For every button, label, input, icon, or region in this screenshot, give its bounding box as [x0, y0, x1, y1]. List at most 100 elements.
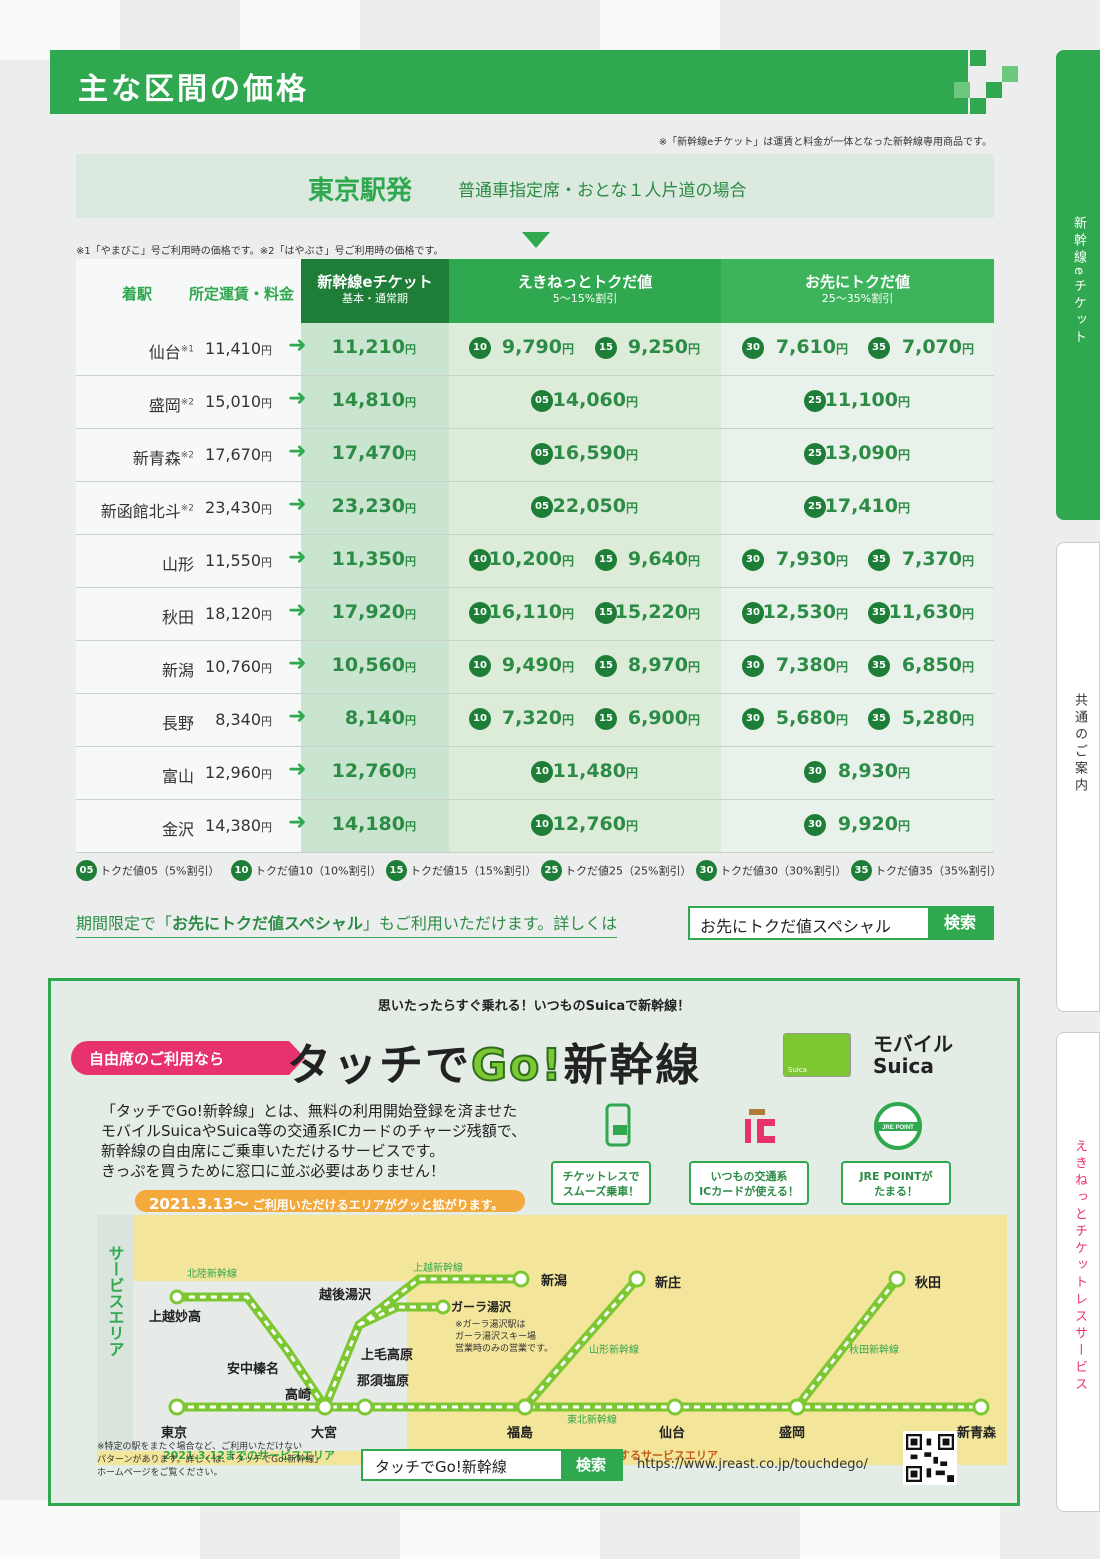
discount-badge: 25 [804, 390, 826, 412]
origin-band: 東京駅発 普通車指定席・おとな１人片道の場合 [76, 154, 994, 218]
table-row: 秋田 18,120円 ➜ 17,920円 10 16,110円 15 15,220円 30 12,… [76, 588, 994, 641]
tab-ticketless[interactable]: えきねっとチケットレスサービス [1056, 1032, 1100, 1512]
discount-badge: 15 [595, 337, 617, 359]
eticket-price: 14,180円 [331, 813, 416, 835]
area-date: 2021.3.13～ [149, 1195, 249, 1213]
special-search-box[interactable]: お先にトクだ値スペシャル 検索 [688, 906, 994, 940]
discount-badge: 10 [469, 655, 491, 677]
legend-item: 05 トクだ値05（5%割引） [76, 860, 219, 881]
discount-price: 9,790円 [501, 336, 574, 358]
qr-code-icon[interactable] [903, 1431, 957, 1485]
footnote-line: パターンがあります。詳しくは、「タッチでGo!新幹線」 [97, 1455, 324, 1465]
price-table: 着駅 所定運賃・料金 新幹線eチケット 基本・通常期 えきねっとトクだ値 5～1… [76, 259, 994, 853]
legend-label: トクだ値35（35%割引） [875, 864, 1002, 878]
tab-ticketless-label[interactable]: えきねっとチケットレスサービス [1072, 1139, 1087, 1394]
discount-badge: 30 [742, 602, 764, 624]
header-eticket-sub: 基本・通常期 [342, 292, 408, 305]
arrow-right-icon: ➜ [288, 492, 307, 517]
discount-price: 7,320円 [501, 707, 574, 729]
standard-fare: 11,550円 [205, 551, 272, 570]
tab-eticket[interactable]: 新幹線eチケット [1056, 50, 1100, 520]
standard-fare: 12,960円 [205, 763, 272, 782]
discount-badge: 30 [804, 814, 826, 836]
feature-ic-card: いつもの交通系 ICカードが使える！ [689, 1161, 809, 1205]
discount-badge: 25 [804, 496, 826, 518]
origin-title: 東京駅発 [308, 176, 413, 206]
touch-url-link[interactable]: https://www.jreast.co.jp/touchdego/ [637, 1457, 868, 1472]
header-station: 着駅 [122, 285, 153, 303]
station-name: 盛岡※2 [148, 396, 194, 415]
header-tokuda-sub: 5～15%割引 [552, 292, 618, 305]
eticket-column [301, 323, 449, 853]
down-triangle-icon [522, 232, 550, 248]
station-label: 大宮 [311, 1425, 337, 1441]
arrow-right-icon: ➜ [288, 810, 307, 835]
station-name: 長野 [161, 714, 194, 733]
free-seat-pill: 自由席のご利用なら [71, 1041, 305, 1075]
page-header: 主な区間の価格 [50, 50, 968, 114]
header-tokuda: えきねっとトクだ値 5～15%割引 [449, 259, 721, 323]
tab-common[interactable]: 共通のご案内 [1056, 542, 1100, 1012]
table-row: 新青森※2 17,670円 ➜ 17,470円 05 16,590円 25 13,090円 [76, 429, 994, 482]
footnote-line: ※特定の駅をまたぐ場合など、ご利用いただけない [97, 1442, 303, 1452]
footnote-line: ホームページをご覧ください。 [97, 1468, 223, 1478]
rail-dash [177, 1277, 981, 1409]
station-label: 盛岡 [779, 1425, 805, 1441]
eticket-price: 12,760円 [331, 760, 416, 782]
table-row: 盛岡※2 15,010円 ➜ 14,810円 05 14,060円 25 11,100円 [76, 376, 994, 429]
table-row: 富山 12,960円 ➜ 12,760円 10 11,480円 30 8,930円 [76, 747, 994, 800]
table-row: 新函館北斗※2 23,430円 ➜ 23,230円 05 22,050円 25 17,410円 [76, 482, 994, 535]
area-text: ご利用いただけるエリアがグッと拡がります。 [252, 1198, 504, 1212]
discount-badge: 05 [531, 390, 553, 412]
special-search-button[interactable]: 検索 [928, 908, 992, 938]
desc-line: きっぷを買うために窓口に並ぶ必要はありません！ [101, 1162, 445, 1180]
special-search-query[interactable]: お先にトクだ値スペシャル [700, 917, 891, 936]
suica-card-label: Suica [788, 1066, 807, 1074]
discount-badge: 35 [868, 655, 890, 677]
legend-item: 35 トクだ値35（35%割引） [851, 860, 1001, 881]
discount-badge: 35 [868, 549, 890, 571]
touch-headline: 思いたったらすぐ乗れる！いつものSuicaで新幹線！ [377, 999, 691, 1014]
touch-search-button[interactable]: 検索 [561, 1451, 621, 1479]
tokuda-column [449, 323, 721, 853]
gala-note-line: ※ガーラ湯沢駅は [455, 1318, 526, 1330]
station-label: 越後湯沢 [318, 1287, 372, 1303]
discount-badge: 35 [868, 708, 890, 730]
standard-fare: 11,410円 [205, 339, 272, 358]
touch-search-query[interactable]: タッチでGo!新幹線 [375, 1458, 507, 1476]
tab-common-label[interactable]: 共通のご案内 [1072, 693, 1087, 795]
discount-price: 9,640円 [627, 548, 700, 570]
table-header: 着駅 所定運賃・料金 新幹線eチケット 基本・通常期 えきねっとトクだ値 5～1… [76, 259, 994, 323]
service-area-map: サービスエリア [97, 1215, 1007, 1465]
eticket-price: 10,560円 [331, 654, 416, 676]
arrow-right-icon: ➜ [288, 439, 307, 464]
tab-eticket-label[interactable]: 新幹線eチケット [1071, 216, 1086, 347]
standard-fare: 10,760円 [205, 657, 272, 676]
discount-badge: 15 [595, 549, 617, 571]
discount-badge: 10 [531, 814, 553, 836]
station-label: 上越妙高 [149, 1309, 201, 1325]
discount-badge: 10 [469, 602, 491, 624]
discount-badge: 10 [469, 337, 491, 359]
station-dots [168, 1270, 990, 1416]
legend-label: トクだ値10（10%割引） [255, 864, 382, 878]
discount-price: 12,530円 [762, 601, 848, 623]
legend-badge: 30 [696, 860, 717, 881]
discount-price: 13,090円 [824, 442, 910, 464]
eticket-price: 17,470円 [331, 442, 416, 464]
station-label: 福島 [506, 1425, 533, 1441]
eticket-price: 11,210円 [331, 336, 416, 358]
discount-price: 17,410円 [824, 495, 910, 517]
station-label: 高崎 [285, 1387, 311, 1403]
eticket-price: 8,140円 [344, 707, 416, 729]
touch-search-box[interactable]: タッチでGo!新幹線 検索 [361, 1449, 623, 1481]
touch-title-a: タッチで [287, 1040, 471, 1091]
discount-badge: 30 [742, 708, 764, 730]
new-area-label: 拡大するサービスエリア [597, 1448, 718, 1462]
legend-badge: 10 [231, 860, 252, 881]
feature-ticketless: チケットレスで スムーズ乗車！ [551, 1161, 651, 1205]
osaki-column [721, 323, 994, 853]
mobile-suica-logo: モバイル Suica [873, 1033, 953, 1077]
station-label: 安中榛名 [227, 1361, 279, 1377]
station-name: 新潟 [161, 661, 194, 680]
